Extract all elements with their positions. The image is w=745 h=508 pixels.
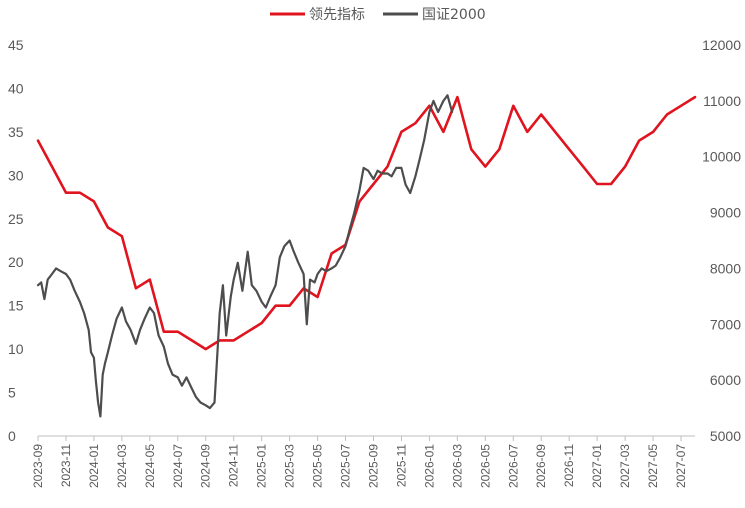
x-tick-label: 2026-09 [534, 444, 548, 488]
x-tick-label: 2024-01 [87, 444, 101, 488]
x-tick-label: 2024-09 [199, 444, 213, 488]
x-tick-label: 2023-11 [59, 444, 73, 487]
left-tick-label: 30 [8, 167, 24, 183]
left-tick-label: 35 [8, 124, 24, 140]
left-tick-label: 20 [8, 254, 24, 270]
plot-area [36, 94, 697, 418]
x-tick-label: 2027-01 [590, 444, 604, 488]
x-tick-label: 2025-03 [283, 444, 297, 488]
left-tick-label: 40 [8, 80, 24, 96]
right-axis: 5000 6000 7000 8000 9000 10000 11000 12000 [702, 37, 741, 444]
x-tick-label: 2026-03 [450, 444, 464, 488]
x-tick-label: 2025-05 [311, 444, 325, 488]
legend: 领先指标 国证2000 [270, 7, 486, 23]
series-line-leading-indicator [36, 95, 697, 351]
left-tick-label: 10 [8, 341, 24, 357]
x-tick-label: 2027-03 [618, 444, 632, 488]
legend-label-index: 国证2000 [422, 7, 486, 23]
left-tick-label: 0 [8, 428, 16, 444]
right-tick-label: 12000 [702, 37, 741, 53]
left-tick-label: 15 [8, 298, 24, 314]
x-tick-label: 2025-09 [366, 444, 380, 488]
right-tick-label: 9000 [710, 205, 741, 221]
right-tick-label: 6000 [710, 372, 741, 388]
series-line-index [36, 94, 454, 418]
legend-label-leading-indicator: 领先指标 [309, 7, 365, 23]
x-tick-label: 2024-07 [171, 444, 185, 488]
right-tick-label: 7000 [710, 316, 741, 332]
x-tick-label: 2026-01 [422, 444, 436, 488]
x-tick-label: 2024-11 [227, 444, 241, 487]
right-tick-label: 5000 [710, 428, 741, 444]
x-tick-label: 2024-05 [143, 444, 157, 488]
x-tick-label: 2023-09 [31, 444, 45, 488]
left-tick-label: 25 [8, 211, 24, 227]
x-tick-label: 2027-05 [646, 444, 660, 488]
x-tick-label: 2026-05 [478, 444, 492, 488]
x-axis: 2023-09 2023-11 2024-01 2024-03 2024-05 2024-… [31, 436, 688, 488]
x-tick-label: 2027-07 [674, 444, 688, 488]
right-tick-label: 8000 [710, 260, 741, 276]
left-axis: 0 5 10 15 20 25 30 35 40 45 [8, 37, 24, 444]
x-tick-label: 2024-03 [115, 444, 129, 488]
left-tick-label: 45 [8, 37, 24, 53]
x-tick-label: 2025-11 [394, 444, 408, 487]
x-tick-label: 2026-11 [562, 444, 576, 487]
x-tick-label: 2026-07 [506, 444, 520, 488]
right-tick-label: 10000 [702, 149, 741, 165]
right-tick-label: 11000 [703, 93, 741, 109]
x-tick-label: 2025-07 [339, 444, 353, 488]
left-tick-label: 5 [8, 385, 16, 401]
x-tick-label: 2025-01 [255, 444, 269, 488]
